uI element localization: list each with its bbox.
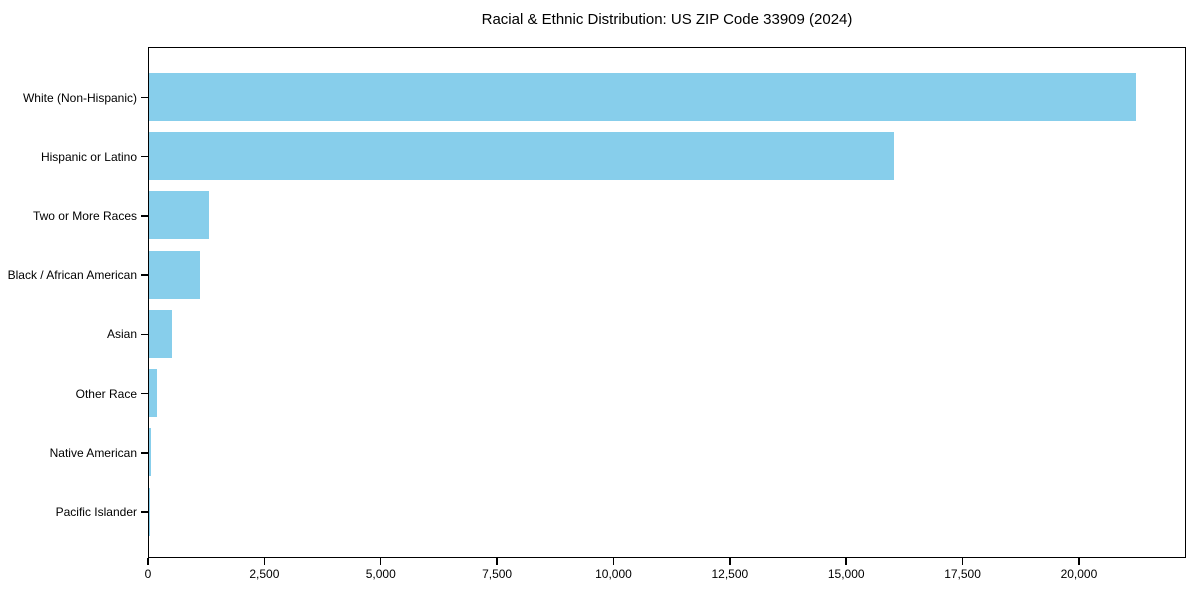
x-tick-mark [1078,558,1080,565]
y-tick-label: Pacific Islander [55,505,137,519]
y-tick-mark [141,155,148,158]
plot-area [148,47,1186,558]
x-tick-label: 15,000 [827,567,865,581]
y-tick-label: White (Non-Hispanic) [22,90,137,105]
y-tick-label: Asian [106,327,137,342]
bar [149,369,158,418]
x-tick-label: 20,000 [1060,567,1098,581]
bar [149,250,201,299]
x-tick-mark [496,558,498,565]
y-tick-mark [141,96,148,99]
y-tick-mark [141,215,148,217]
x-tick-label: 10,000 [595,567,632,581]
y-tick-label: Native American [49,445,137,460]
x-tick-mark [263,558,266,565]
y-tick-mark [141,511,148,513]
bar [149,487,150,536]
bar [149,132,894,181]
chart-title: Racial & Ethnic Distribution: US ZIP Cod… [481,11,853,28]
x-tick-label: 12,500 [711,567,749,581]
y-tick-label: Black / African American [7,268,137,283]
bar [149,309,172,358]
y-tick-mark [141,274,148,276]
x-tick-mark [379,558,382,565]
x-tick-mark [961,558,964,565]
x-tick-label: 17,500 [944,567,981,581]
x-tick-mark [845,558,847,565]
x-tick-mark [729,558,731,565]
y-tick-mark [141,452,148,454]
y-tick-label: Other Race [75,386,137,401]
bar [149,191,210,240]
y-tick-label: Hispanic or Latino [40,149,137,164]
x-tick-label: 5,000 [365,567,396,581]
y-tick-mark [141,392,148,395]
x-tick-label: 7,500 [482,567,513,581]
bar [149,428,151,477]
x-tick-label: 0 [144,567,152,581]
y-tick-label: Two or More Races [32,208,137,223]
y-tick-mark [141,333,148,336]
x-tick-mark [612,558,615,565]
bar [149,73,1136,121]
x-tick-label: 2,500 [249,567,280,581]
x-tick-mark [147,558,149,565]
